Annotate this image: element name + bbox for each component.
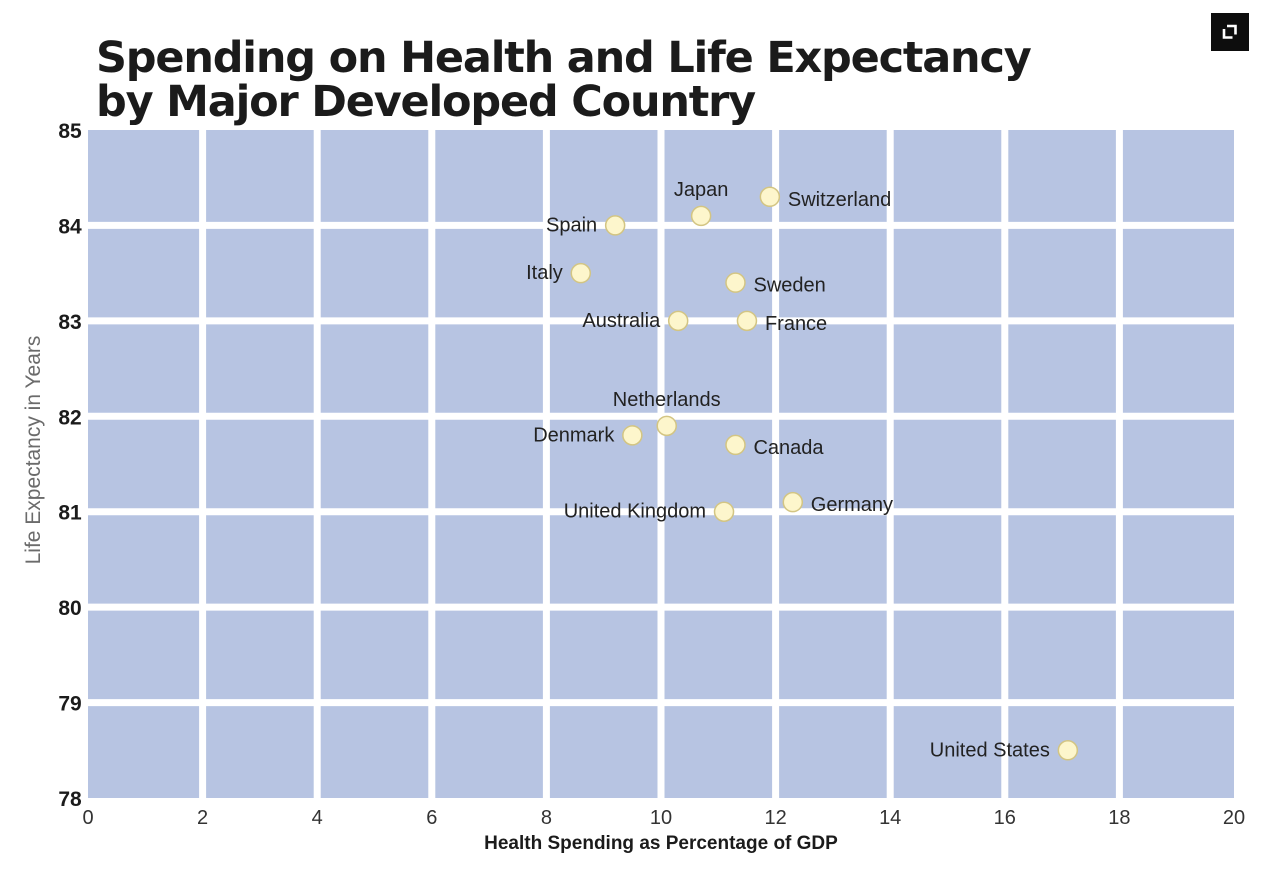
data-point [667, 310, 689, 332]
point-label: Italy [526, 262, 563, 284]
data-point [570, 262, 592, 284]
point-label: Netherlands [613, 389, 721, 411]
point-label: Japan [674, 179, 729, 201]
data-point [736, 310, 758, 332]
data-point [782, 491, 804, 513]
x-tick-label: 10 [650, 807, 672, 829]
point-label: United States [930, 739, 1050, 761]
data-point [725, 272, 746, 293]
y-axis-label: Life Expectancy in Years [22, 336, 45, 565]
data-point [656, 415, 677, 437]
title-line-2: by Major Developed Country [96, 77, 756, 127]
x-tick-label: 16 [994, 807, 1016, 829]
data-point [604, 215, 626, 236]
data-point [759, 186, 781, 208]
y-tick-label: 82 [58, 406, 81, 429]
point-label: Spain [546, 214, 597, 236]
x-tick-label: 18 [1108, 807, 1130, 829]
data-point [713, 501, 735, 522]
y-tick-label: 83 [58, 311, 81, 334]
expand-icon [1222, 24, 1237, 39]
y-tick-label: 78 [58, 788, 82, 811]
x-tick-label: 20 [1223, 807, 1245, 829]
point-label: Sweden [753, 275, 825, 297]
y-tick-label: 79 [58, 693, 81, 716]
x-tick-label: 0 [82, 807, 93, 829]
y-tick-label: 84 [58, 215, 82, 238]
data-point [622, 425, 643, 446]
point-label: Australia [582, 310, 661, 332]
point-label: France [765, 313, 827, 335]
point-label: Switzerland [788, 189, 891, 211]
chart-title: Spending on Health and Life Expectancy b… [96, 33, 1032, 127]
y-tick-label: 85 [58, 120, 82, 143]
point-label: United Kingdom [564, 501, 706, 523]
title-line-1: Spending on Health and Life Expectancy [96, 33, 1032, 83]
x-tick-label: 8 [541, 807, 552, 829]
point-label: Germany [811, 494, 893, 516]
data-point [725, 434, 746, 456]
x-tick-label: 12 [764, 807, 786, 829]
point-label: Canada [753, 437, 824, 459]
y-tick-label: 81 [58, 502, 82, 525]
x-tick-label: 2 [197, 807, 208, 829]
y-tick-label: 80 [58, 597, 81, 620]
data-point [1057, 740, 1079, 761]
expand-button[interactable] [1211, 13, 1249, 51]
x-tick-label: 14 [879, 807, 901, 829]
data-point [690, 205, 712, 227]
x-tick-label: 6 [426, 807, 437, 829]
point-label: Denmark [533, 424, 615, 446]
x-axis-label: Health Spending as Percentage of GDP [484, 833, 838, 854]
x-tick-label: 4 [312, 807, 323, 829]
